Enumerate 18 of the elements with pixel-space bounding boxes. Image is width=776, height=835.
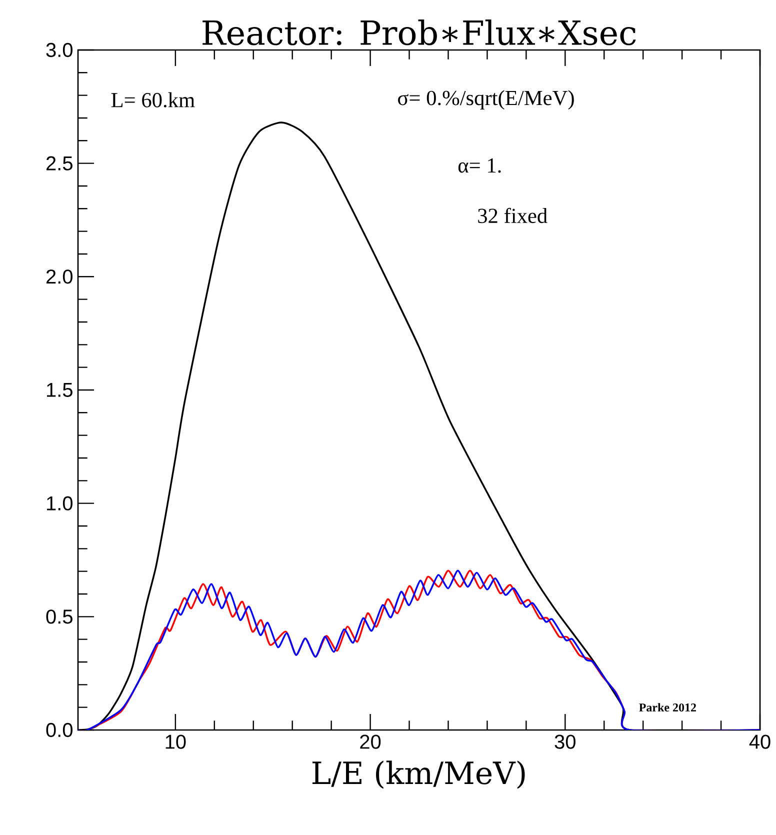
x-tick-label: 20: [360, 734, 381, 749]
y-tick-label: 0.5: [46, 610, 73, 624]
x-axis-title: L/E (km/MeV): [312, 760, 525, 789]
y-tick-label: 2.0: [46, 270, 73, 284]
annotation: σ= 0.%/sqrt(E/MeV): [398, 90, 574, 110]
x-tick-label: 40: [750, 734, 771, 749]
y-tick-label: 1.0: [47, 496, 73, 510]
chart-title: Reactor: Prob∗Flux∗Xsec: [202, 19, 636, 46]
x-tick-label: 10: [166, 734, 186, 749]
x-tick-label: 30: [554, 734, 576, 749]
annotation: α= 1.: [458, 158, 501, 173]
y-tick-label: 3.0: [46, 42, 73, 58]
annotation: 32 fixed: [478, 208, 548, 224]
y-tick-label: 2.5: [46, 156, 73, 170]
y-tick-label: 1.5: [47, 383, 73, 397]
y-tick-label: 0.0: [46, 722, 73, 738]
annotation: L= 60.km: [112, 92, 195, 108]
annotation: Parke 2012: [639, 703, 696, 712]
